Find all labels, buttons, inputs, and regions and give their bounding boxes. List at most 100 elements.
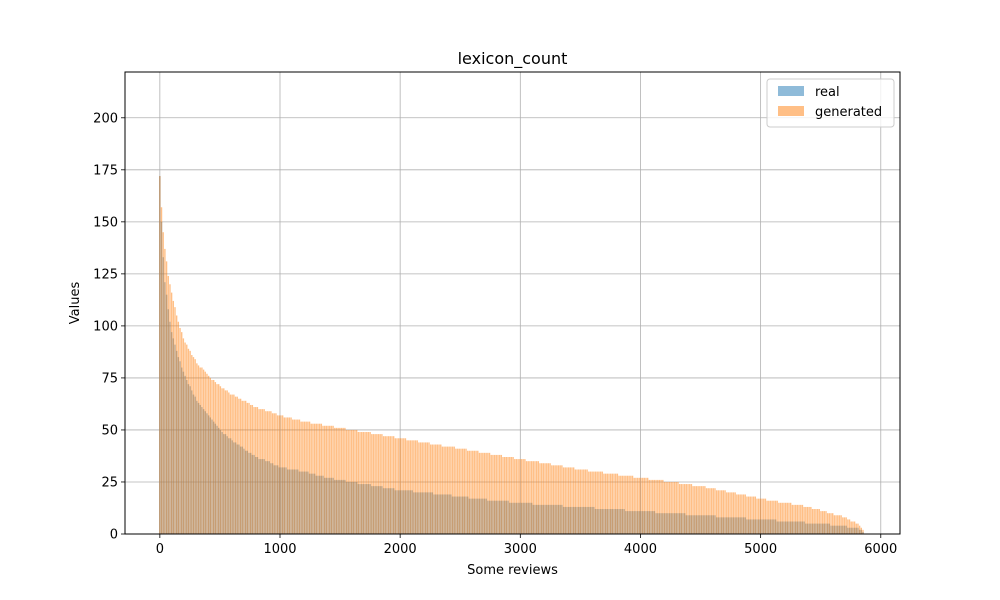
bar-generated [246, 402, 249, 534]
bar-generated [564, 467, 566, 534]
bar-generated [344, 427, 346, 534]
bar-generated [579, 469, 582, 534]
bar-generated [278, 415, 280, 534]
bar-generated [445, 446, 447, 534]
bar-generated [695, 486, 698, 534]
bar-generated [485, 452, 487, 534]
bar-generated [381, 434, 383, 534]
bar-generated [569, 467, 571, 534]
y-tick-label: 75 [101, 371, 118, 386]
bar-generated [470, 450, 472, 534]
bar-generated [450, 446, 452, 534]
bar-generated [458, 448, 460, 534]
x-tick-label: 6000 [864, 542, 897, 557]
axis-ticks: 0 1000 2000 3000 4000 5000 6000 0 25 50 75 100 125 15… [93, 111, 897, 557]
bar-generated [687, 484, 689, 534]
bar-generated [699, 486, 701, 534]
bar-generated [801, 504, 804, 534]
bar-generated [667, 481, 669, 534]
bar-generated [714, 488, 716, 534]
bar-generated [475, 450, 477, 534]
bar-generated [268, 411, 270, 534]
bar-generated [226, 390, 228, 534]
bar-generated [643, 477, 645, 534]
bar-generated [212, 380, 215, 534]
bar-generated [705, 488, 708, 534]
bar-generated [572, 467, 575, 534]
bar-generated [652, 479, 654, 534]
bar-generated [606, 473, 608, 534]
bar-generated [668, 481, 671, 534]
bar-generated [631, 475, 634, 534]
bar-generated [332, 425, 334, 534]
bar-generated [825, 511, 827, 534]
bar-generated [672, 481, 674, 534]
bar-generated [578, 469, 580, 534]
bar-generated [541, 463, 543, 534]
bar-generated [376, 434, 378, 534]
bar-generated [858, 525, 861, 534]
bar-generated [189, 350, 191, 534]
bar-generated [366, 432, 368, 534]
bar-generated [752, 496, 755, 534]
bar-generated [682, 484, 684, 534]
bar-generated [451, 446, 454, 534]
bar-generated [440, 444, 442, 534]
bar-generated [487, 452, 489, 534]
bar-generated [177, 321, 180, 534]
bar-generated [248, 402, 250, 534]
bar-generated [172, 300, 174, 534]
bar-generated [231, 394, 233, 534]
bar-generated [505, 457, 508, 534]
bar-generated [411, 440, 413, 534]
bar-generated [761, 498, 763, 534]
bar-generated [636, 477, 639, 534]
bar-generated [441, 446, 444, 534]
legend-swatch-generated [778, 106, 804, 116]
bar-generated [823, 511, 825, 534]
bar-generated [233, 394, 235, 534]
bar-generated [261, 409, 264, 534]
x-axis-label: Some reviews [467, 563, 558, 578]
bar-generated [766, 500, 768, 534]
bar-generated [529, 461, 531, 534]
bar-generated [816, 509, 819, 534]
bar-generated [655, 479, 657, 534]
bar-generated [292, 419, 294, 534]
bar-generated [512, 457, 514, 534]
bar-generated [724, 490, 726, 534]
bar-generated [810, 506, 812, 534]
bar-generated [423, 442, 425, 534]
bar-generated [398, 438, 400, 534]
bar-generated [571, 467, 573, 534]
bar-generated [456, 448, 459, 534]
bar-generated [566, 467, 568, 534]
bar-generated [742, 494, 745, 534]
bar-generated [162, 232, 164, 535]
x-tick-label: 4000 [624, 542, 657, 557]
bar-generated [700, 486, 703, 534]
bar-generated [547, 463, 550, 534]
bar-generated [498, 454, 501, 534]
bar-generated [694, 486, 696, 534]
bar-generated [362, 432, 365, 534]
legend: real generated [766, 78, 895, 128]
bar-generated [228, 392, 230, 534]
bar-generated [732, 492, 735, 534]
bar-generated [808, 506, 810, 534]
bar-generated [206, 373, 208, 534]
bar-generated [468, 450, 471, 534]
bar-generated [318, 423, 321, 534]
bar-generated [253, 407, 255, 534]
bar-generated [712, 488, 714, 534]
bar-generated [334, 427, 336, 534]
bar-generated [795, 504, 797, 534]
bar-generated [236, 396, 238, 534]
bar-generated [588, 471, 590, 534]
bar-generated [465, 448, 467, 534]
bar-generated [174, 307, 176, 534]
bar-generated [616, 473, 619, 534]
y-tick-label: 0 [110, 528, 118, 543]
bar-generated [197, 365, 200, 534]
